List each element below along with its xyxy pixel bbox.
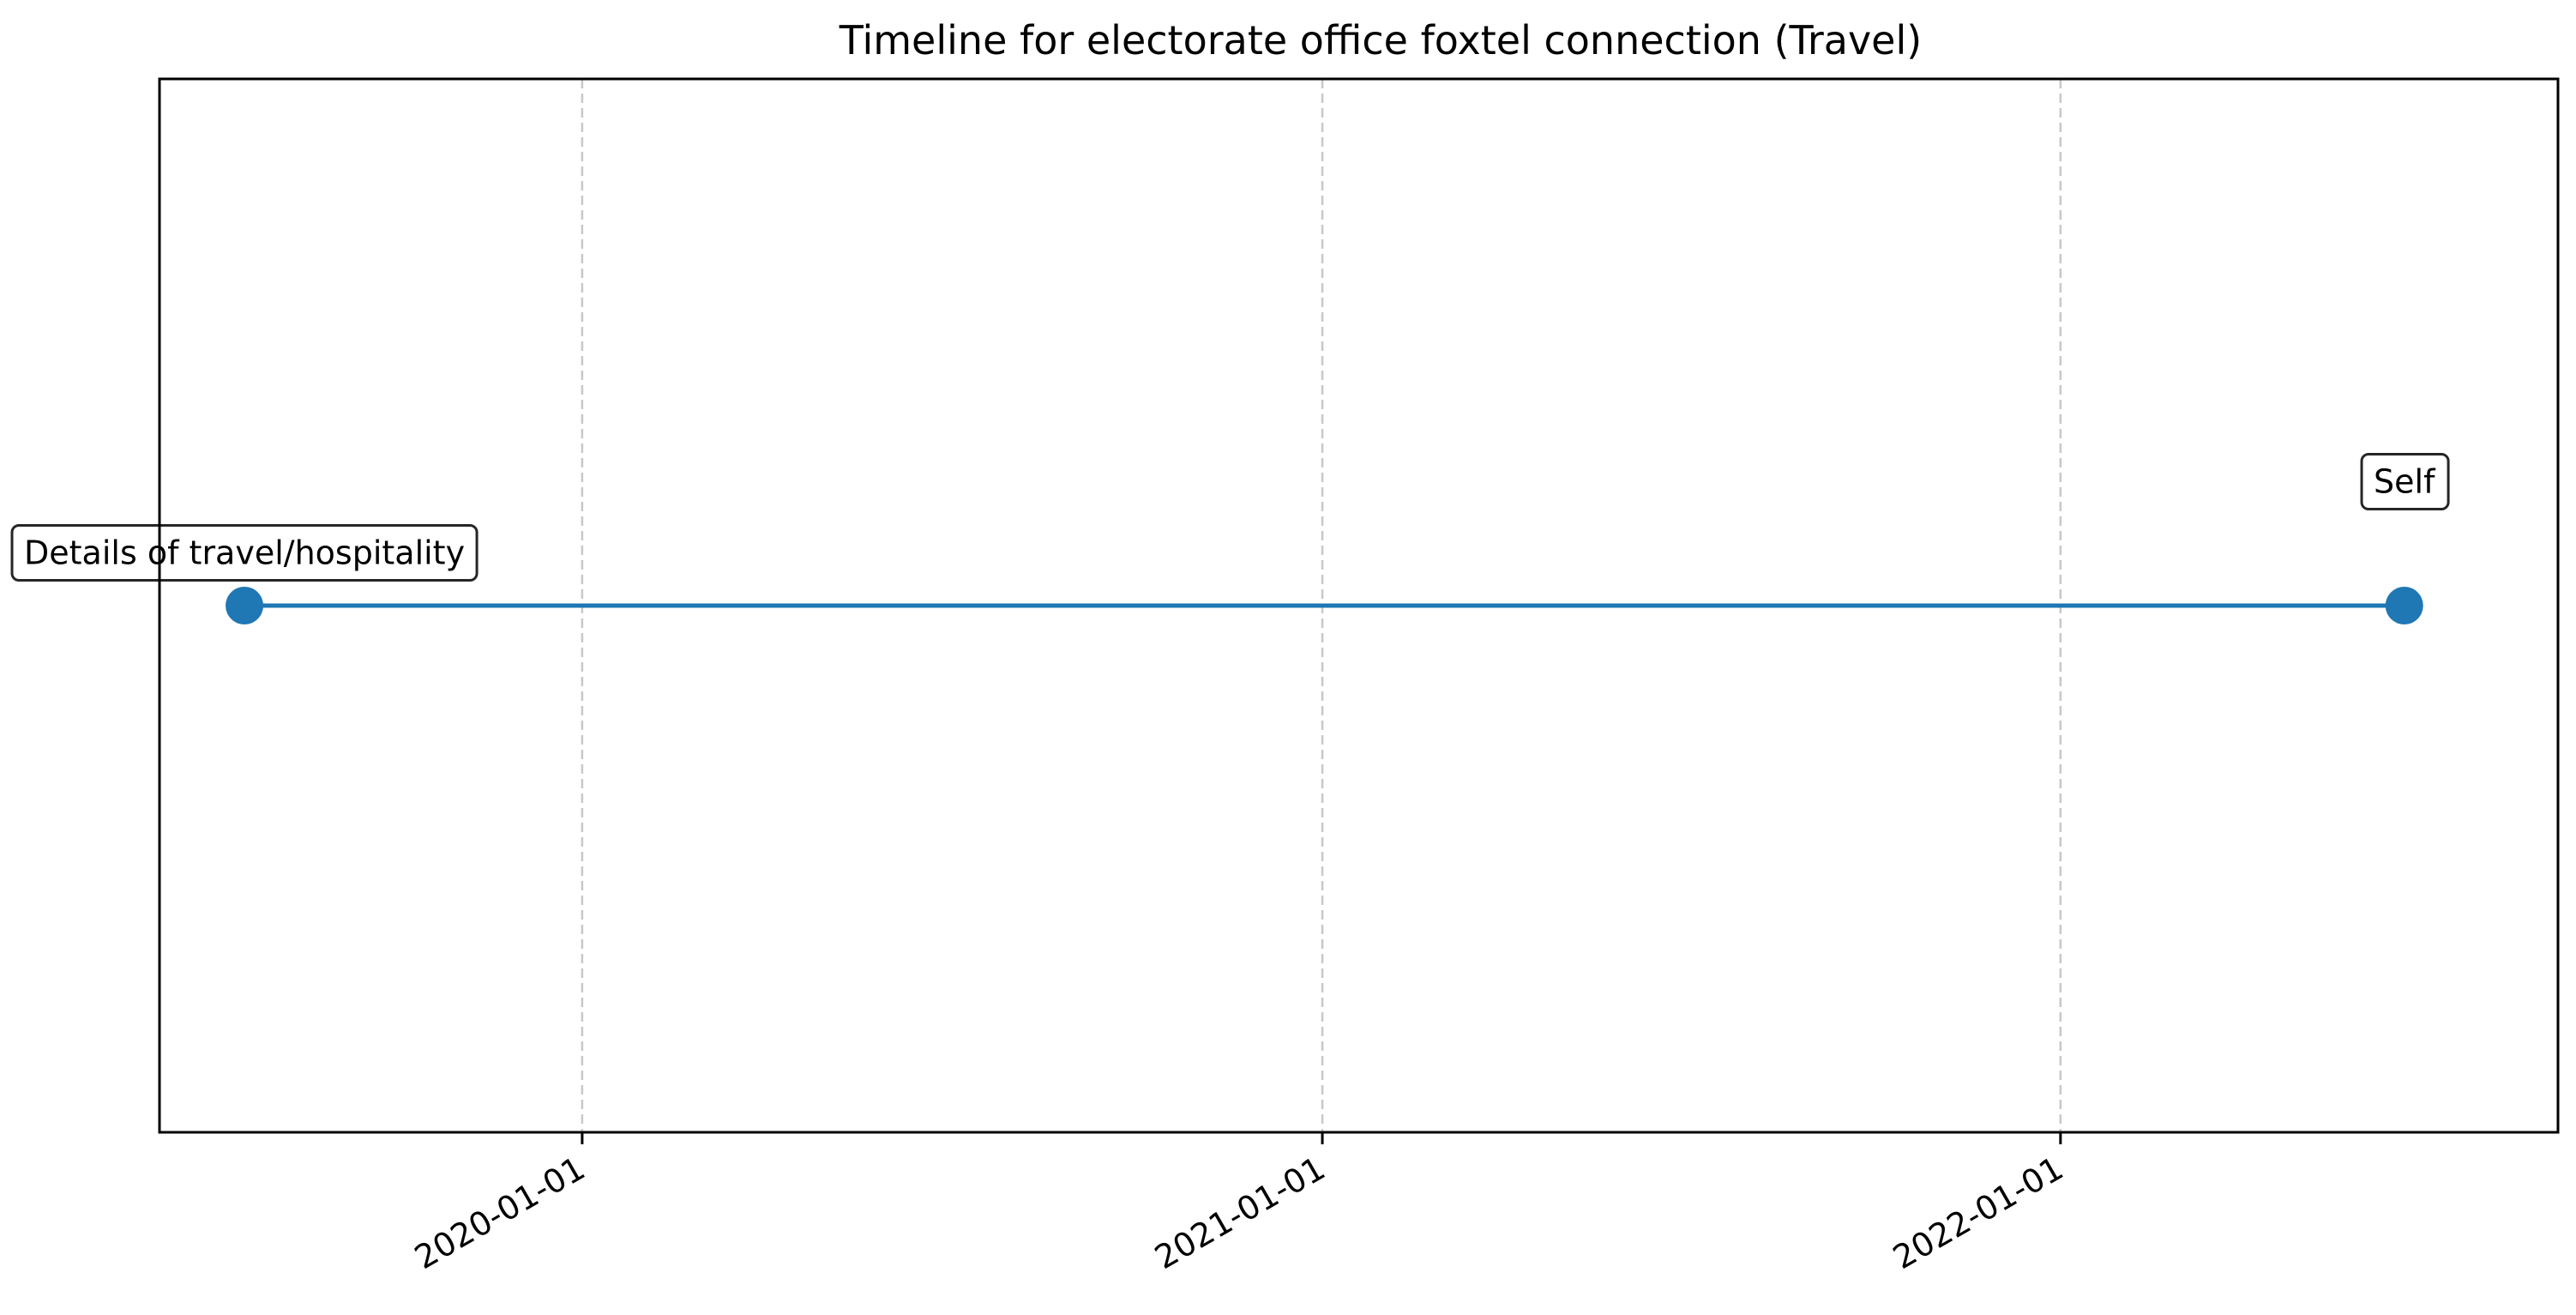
x-tick-label: 2021-01-01 [1148,1149,1331,1277]
point-annotation: Self [2360,453,2450,510]
data-point [2385,587,2423,624]
annotation-box [10,524,478,582]
plot-frame [158,77,2560,1134]
annotation-layer: Details of travel/hospitality Self [10,453,2450,582]
x-tick-label: 2022-01-01 [1887,1149,2069,1277]
series-layer [226,587,2423,624]
x-axis-ticks: 2020-01-01 2021-01-01 2022-01-01 [408,1132,2069,1276]
chart-title: Timeline for electorate office foxtel co… [839,17,1922,63]
annotation-box [2360,453,2450,510]
point-annotation: Details of travel/hospitality [10,524,478,582]
annotation-label: Details of travel/hospitality [24,534,465,572]
data-point [226,587,264,624]
x-tick-label: 2020-01-01 [408,1149,591,1277]
annotation-label: Self [2374,463,2436,501]
